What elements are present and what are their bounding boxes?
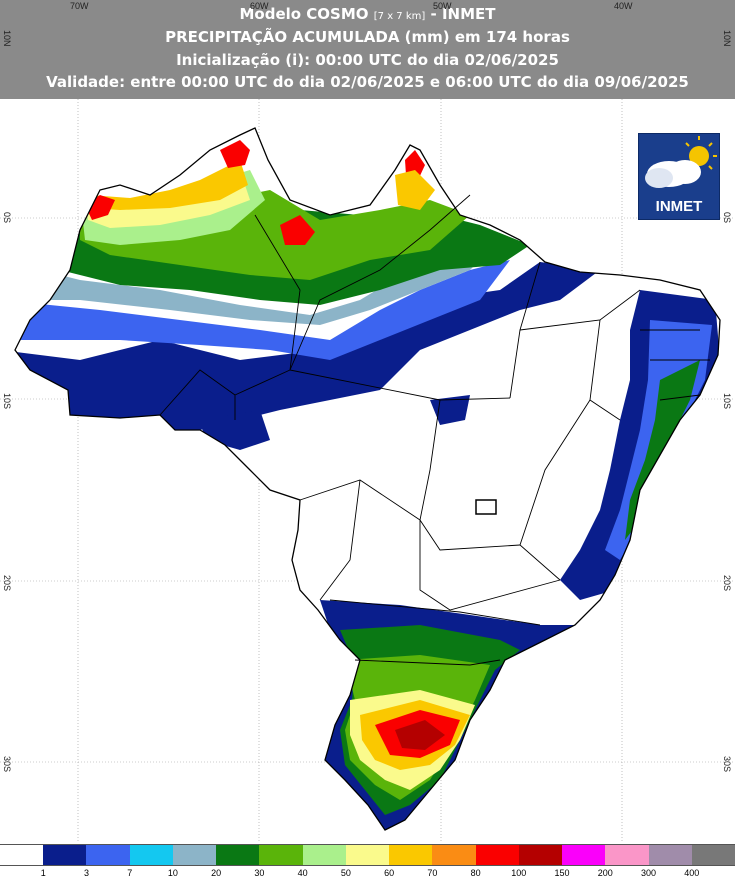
logo-text: INMET bbox=[655, 198, 703, 215]
precip-fields bbox=[15, 140, 720, 830]
precipitation-map bbox=[0, 99, 735, 843]
legend-tick-label: 20 bbox=[211, 868, 222, 878]
legend-swatch bbox=[302, 844, 347, 866]
legend-tick-label: 80 bbox=[470, 868, 481, 878]
lat-label-20s: 20S bbox=[2, 575, 12, 592]
cloud-sun-icon bbox=[645, 136, 717, 188]
legend-tick-label: 70 bbox=[427, 868, 438, 878]
state-borders bbox=[159, 194, 710, 666]
legend-tick-label: 7 bbox=[127, 868, 133, 878]
init-time: Inicialização (i): 00:00 UTC do dia 02/0… bbox=[176, 51, 559, 69]
legend-swatch bbox=[43, 844, 88, 866]
header-banner: Modelo COSMO [7 x 7 km] - INMET PRECIPIT… bbox=[0, 0, 735, 99]
lon-label-40w: 40W bbox=[614, 1, 633, 11]
legend-tick-label: 60 bbox=[384, 868, 395, 878]
inmet-logo: INMET bbox=[638, 133, 720, 220]
lat-label-20s-right: 20S bbox=[722, 575, 732, 592]
lon-label-70w: 70W bbox=[70, 1, 89, 11]
legend-swatch bbox=[129, 844, 174, 866]
precip-max-central-n bbox=[280, 215, 315, 245]
legend-swatch bbox=[259, 844, 304, 866]
lon-label-50w: 50W bbox=[433, 1, 452, 11]
color-legend: 1 3 7 10 20 30 40 50 60 70 80 100 150 200 300 400 bbox=[0, 844, 735, 880]
lat-label-10n-right: 10N bbox=[722, 30, 732, 47]
precip-amapa-60mm bbox=[395, 170, 435, 210]
legend-tick-label: 1 bbox=[40, 868, 46, 878]
legend-tick-label: 400 bbox=[684, 868, 700, 878]
lat-label-30s: 30S bbox=[2, 756, 12, 773]
legend-tick-label: 150 bbox=[554, 868, 570, 878]
precip-max-roraima bbox=[220, 140, 250, 168]
legend-swatch bbox=[172, 844, 218, 866]
validity-period: Validade: entre 00:00 UTC do dia 02/06/2… bbox=[46, 73, 689, 91]
legend-swatch bbox=[648, 844, 693, 866]
legend-tick-label: 30 bbox=[254, 868, 265, 878]
legend-swatch bbox=[475, 844, 520, 866]
lat-label-10s: 10S bbox=[2, 393, 12, 410]
precip-north-60mm bbox=[90, 160, 248, 210]
lat-label-10n: 10N bbox=[2, 30, 12, 47]
legend-tick-label: 50 bbox=[340, 868, 351, 878]
legend-tick-label: 10 bbox=[167, 868, 178, 878]
legend-tick-label: 200 bbox=[597, 868, 613, 878]
legend-tick-label: 300 bbox=[641, 868, 657, 878]
legend-swatch bbox=[432, 844, 477, 866]
lat-label-30s-right: 30S bbox=[722, 756, 732, 773]
product-title: PRECIPITAÇÃO ACUMULADA (mm) em 174 horas bbox=[165, 28, 570, 46]
precip-south-100mm bbox=[395, 720, 445, 750]
legend-swatch bbox=[691, 844, 735, 866]
legend-swatch bbox=[216, 844, 261, 866]
legend-swatch bbox=[0, 844, 45, 866]
legend-swatch bbox=[518, 844, 564, 866]
model-title: Modelo COSMO [7 x 7 km] - INMET bbox=[239, 5, 496, 23]
lat-label-0s-right: 0S bbox=[722, 212, 732, 224]
legend-tick-label: 100 bbox=[511, 868, 527, 878]
lat-label-10s-right: 10S bbox=[722, 393, 732, 410]
brazil-border bbox=[14, 127, 721, 831]
legend-swatch bbox=[605, 844, 650, 866]
lat-label-0s: 0S bbox=[2, 212, 12, 224]
federal-district bbox=[475, 499, 497, 515]
legend-swatch bbox=[345, 844, 391, 866]
precip-north-3mm bbox=[15, 260, 510, 360]
legend-tick-label: 40 bbox=[297, 868, 308, 878]
legend-swatch bbox=[562, 844, 607, 866]
precip-north-10mm bbox=[15, 240, 500, 325]
lon-label-60w: 60W bbox=[250, 1, 269, 11]
legend-swatch bbox=[389, 844, 434, 866]
legend-swatch bbox=[86, 844, 131, 866]
legend-tick-label: 3 bbox=[83, 868, 89, 878]
